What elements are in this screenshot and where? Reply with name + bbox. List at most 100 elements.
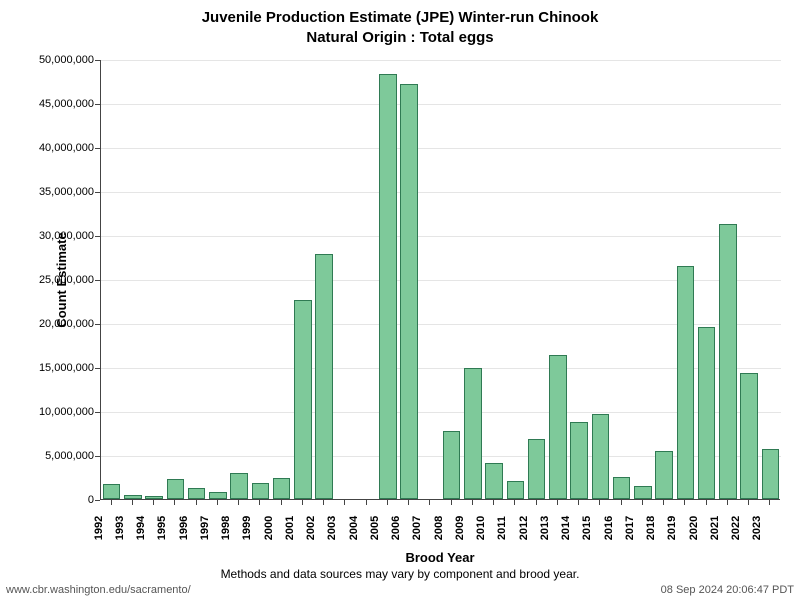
x-tick-label: 2015 (581, 508, 593, 548)
footer-timestamp: 08 Sep 2024 20:06:47 PDT (661, 584, 794, 596)
x-tick-mark (217, 500, 218, 505)
y-tick-mark (95, 148, 100, 149)
x-tick-mark (408, 500, 409, 505)
x-tick-label: 2020 (688, 508, 700, 548)
x-tick-mark (302, 500, 303, 505)
chart-area: Count Estimate 05,000,00010,000,00015,00… (100, 60, 780, 500)
bar (400, 84, 417, 499)
bar (507, 481, 524, 499)
x-tick-mark (174, 500, 175, 505)
x-tick-label: 1998 (220, 508, 232, 548)
x-tick-label: 2013 (539, 508, 551, 548)
x-tick-mark (281, 500, 282, 505)
bar (634, 486, 651, 499)
x-tick-label: 2010 (475, 508, 487, 548)
y-tick-label: 20,000,000 (4, 318, 94, 330)
bar (570, 422, 587, 499)
x-tick-mark (344, 500, 345, 505)
y-tick-label: 0 (4, 494, 94, 506)
x-tick-label: 1994 (135, 508, 147, 548)
bar (528, 439, 545, 499)
title-line-2: Natural Origin : Total eggs (306, 29, 493, 46)
bar (485, 463, 502, 499)
x-tick-label: 2002 (305, 508, 317, 548)
x-axis-title: Brood Year (100, 550, 780, 565)
x-tick-label: 2023 (751, 508, 763, 548)
x-tick-mark (493, 500, 494, 505)
x-tick-mark (684, 500, 685, 505)
x-tick-mark (259, 500, 260, 505)
bar (188, 488, 205, 499)
bar (698, 327, 715, 499)
x-tick-mark (111, 500, 112, 505)
bar (273, 478, 290, 499)
bar (655, 451, 672, 499)
x-tick-label: 1997 (199, 508, 211, 548)
x-tick-mark (599, 500, 600, 505)
bar (443, 431, 460, 499)
x-tick-label: 1999 (241, 508, 253, 548)
footer-source: www.cbr.washington.edu/sacramento/ (6, 584, 191, 596)
bar (230, 473, 247, 499)
title-line-1: Juvenile Production Estimate (JPE) Winte… (202, 9, 599, 26)
bar (103, 484, 120, 499)
x-tick-mark (323, 500, 324, 505)
bar (549, 355, 566, 499)
x-tick-label: 2007 (411, 508, 423, 548)
y-tick-mark (95, 412, 100, 413)
y-tick-mark (95, 324, 100, 325)
x-tick-mark (238, 500, 239, 505)
x-tick-mark (429, 500, 430, 505)
y-tick-label: 50,000,000 (4, 54, 94, 66)
bar (294, 300, 311, 499)
x-tick-label: 2008 (433, 508, 445, 548)
x-tick-label: 1995 (156, 508, 168, 548)
x-tick-mark (727, 500, 728, 505)
x-tick-mark (557, 500, 558, 505)
x-tick-label: 1993 (114, 508, 126, 548)
x-tick-mark (769, 500, 770, 505)
x-tick-mark (472, 500, 473, 505)
x-tick-label: 2006 (390, 508, 402, 548)
x-tick-mark (748, 500, 749, 505)
bar (167, 479, 184, 499)
x-tick-mark (621, 500, 622, 505)
x-tick-label: 2001 (284, 508, 296, 548)
bar (379, 74, 396, 499)
bar (464, 368, 481, 499)
bar (677, 266, 694, 499)
x-tick-label: 2003 (326, 508, 338, 548)
x-tick-label: 2004 (348, 508, 360, 548)
x-tick-label: 1996 (178, 508, 190, 548)
bar (592, 414, 609, 499)
y-tick-mark (95, 60, 100, 61)
x-tick-label: 2005 (369, 508, 381, 548)
bar (613, 477, 630, 499)
bar (145, 496, 162, 499)
y-tick-mark (95, 456, 100, 457)
y-tick-mark (95, 368, 100, 369)
x-tick-mark (132, 500, 133, 505)
x-tick-mark (196, 500, 197, 505)
bar (740, 373, 757, 499)
y-tick-label: 30,000,000 (4, 230, 94, 242)
x-tick-label: 2018 (645, 508, 657, 548)
y-tick-label: 40,000,000 (4, 142, 94, 154)
y-tick-label: 45,000,000 (4, 98, 94, 110)
x-tick-mark (536, 500, 537, 505)
x-tick-label: 2016 (603, 508, 615, 548)
chart-subtitle: Methods and data sources may vary by com… (0, 567, 800, 581)
bar (124, 495, 141, 499)
x-tick-label: 2012 (518, 508, 530, 548)
x-tick-mark (387, 500, 388, 505)
x-tick-label: 2011 (496, 508, 508, 548)
y-tick-mark (95, 280, 100, 281)
x-tick-label: 2014 (560, 508, 572, 548)
x-tick-label: 2021 (709, 508, 721, 548)
bars-group (101, 59, 781, 499)
x-tick-mark (706, 500, 707, 505)
y-tick-mark (95, 104, 100, 105)
x-tick-mark (642, 500, 643, 505)
x-tick-mark (366, 500, 367, 505)
x-tick-mark (514, 500, 515, 505)
